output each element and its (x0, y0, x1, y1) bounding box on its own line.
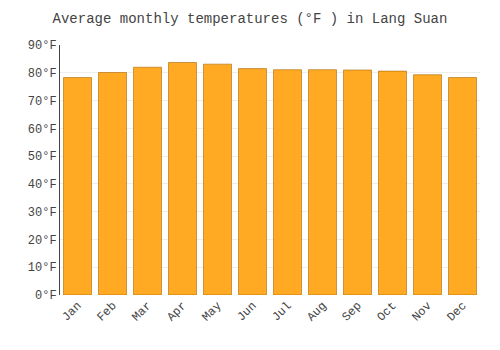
svg-text:20°F: 20°F (28, 234, 57, 248)
svg-text:Oct: Oct (374, 299, 399, 324)
svg-text:80°F: 80°F (28, 67, 57, 81)
svg-text:May: May (199, 299, 224, 324)
svg-text:40°F: 40°F (28, 178, 57, 192)
svg-text:Average monthly temperatures (: Average monthly temperatures (°F ) in La… (53, 11, 448, 27)
svg-text:Mar: Mar (129, 299, 154, 324)
svg-text:Jan: Jan (59, 299, 84, 324)
svg-text:60°F: 60°F (28, 123, 57, 137)
svg-text:Feb: Feb (94, 299, 119, 324)
svg-text:Jul: Jul (269, 299, 294, 324)
svg-text:90°F: 90°F (28, 39, 57, 53)
svg-text:Dec: Dec (444, 299, 469, 324)
svg-text:Apr: Apr (164, 299, 189, 324)
svg-text:Sep: Sep (339, 299, 364, 324)
svg-text:10°F: 10°F (28, 261, 57, 275)
svg-text:Nov: Nov (409, 299, 434, 324)
svg-text:0°F: 0°F (35, 289, 57, 303)
svg-text:30°F: 30°F (28, 206, 57, 220)
svg-text:50°F: 50°F (28, 150, 57, 164)
svg-text:70°F: 70°F (28, 95, 57, 109)
svg-text:Aug: Aug (304, 299, 329, 324)
svg-text:Jun: Jun (234, 299, 259, 324)
